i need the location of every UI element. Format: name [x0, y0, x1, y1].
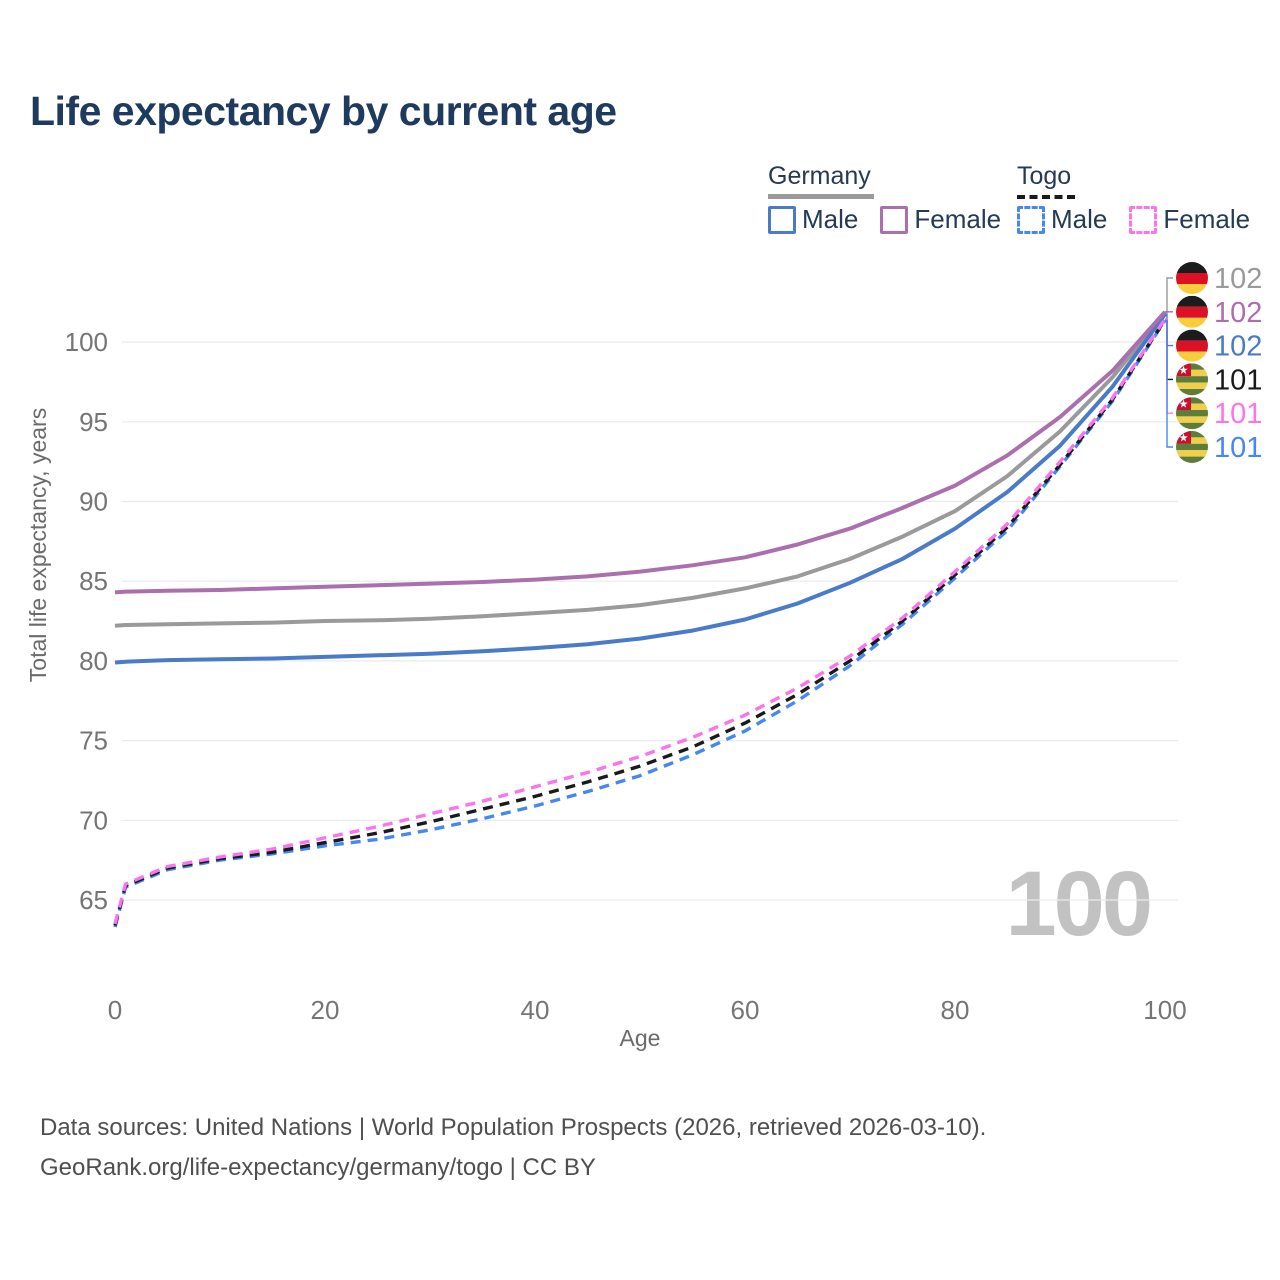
legend-label-togo-male: Male — [1051, 204, 1108, 234]
legend-togo-label[interactable]: Togo — [1017, 162, 1072, 190]
y-tick-label-85: 85 — [79, 566, 108, 596]
legend-box-germany-female — [880, 205, 909, 234]
legend-items-germany: Male Female — [768, 204, 1023, 235]
legend-group-togo[interactable]: Togo — [1017, 162, 1075, 199]
togo-flag-icon — [1176, 431, 1208, 463]
series-line-germany-all[interactable] — [114, 311, 1167, 628]
legend-box-germany-male — [768, 205, 796, 234]
legend-label-germany-female: Female — [914, 204, 1002, 234]
current-age-watermark: 100 — [1005, 853, 1153, 955]
germany-flag-icon — [1176, 262, 1208, 294]
end-value-togo-female: 101 — [1214, 398, 1262, 430]
x-tick-label-40: 40 — [521, 995, 550, 1025]
legend-item-togo-male[interactable]: Male — [1017, 204, 1107, 235]
y-tick-label-70: 70 — [79, 805, 108, 835]
y-tick-label-100: 100 — [65, 327, 108, 357]
x-tick-label-100: 100 — [1143, 995, 1186, 1025]
series-line-germany-female[interactable] — [114, 310, 1167, 595]
togo-flag-icon — [1176, 397, 1208, 429]
data-sources-line2: GeoRank.org/life-expectancy/germany/togo… — [40, 1154, 596, 1181]
germany-flag-icon — [1176, 330, 1208, 362]
y-tick-label-75: 75 — [79, 726, 108, 756]
legend-label-togo-female: Female — [1163, 204, 1251, 234]
end-connector-germany-all — [1165, 277, 1173, 314]
legend-item-togo-female[interactable]: Female — [1129, 204, 1250, 235]
page-title: Life expectancy by current age — [30, 88, 617, 134]
end-value-germany-male: 102 — [1214, 331, 1262, 363]
legend-label-germany-male: Male — [802, 204, 859, 234]
x-tick-label-80: 80 — [941, 995, 970, 1025]
legend-germany-label[interactable]: Germany — [768, 162, 871, 190]
x-tick-label-0: 0 — [108, 995, 122, 1025]
legend-togo-underline — [1017, 195, 1075, 199]
series-line-togo-all[interactable] — [113, 318, 1167, 926]
end-value-togo-male: 101 — [1214, 432, 1262, 464]
end-value-germany-female: 102 — [1214, 297, 1262, 329]
series-line-togo-female[interactable] — [113, 318, 1167, 925]
x-axis-title: Age — [620, 1025, 661, 1051]
end-connector-togo-female — [1165, 318, 1173, 414]
x-tick-label-60: 60 — [731, 995, 760, 1025]
y-axis-title: Total life expectancy, years — [25, 408, 51, 682]
series-lines — [113, 310, 1167, 928]
end-value-germany-all: 102 — [1214, 263, 1262, 295]
legend-box-togo-female — [1129, 205, 1158, 234]
end-connector-togo-male — [1165, 319, 1173, 448]
x-tick-label-20: 20 — [311, 995, 340, 1025]
end-value-togo-all: 101 — [1214, 364, 1262, 396]
end-connector-togo-all — [1165, 319, 1173, 381]
legend-box-togo-male — [1017, 205, 1045, 234]
data-sources: Data sources: United Nations | World Pop… — [40, 1108, 986, 1188]
germany-flag-icon — [1176, 296, 1208, 328]
series-line-germany-male[interactable] — [114, 313, 1167, 665]
data-sources-line1: Data sources: United Nations | World Pop… — [40, 1114, 987, 1141]
y-tick-label-95: 95 — [79, 407, 108, 437]
legend-group-germany[interactable]: Germany — [768, 162, 874, 199]
gridlines: 65 70 75 80 85 90 95 100 0 20 40 60 80 100 — [65, 327, 1187, 1025]
legend-items-togo: Male Female — [1017, 204, 1272, 235]
y-tick-label-80: 80 — [79, 646, 108, 676]
legend-germany-underline — [768, 194, 874, 199]
legend-item-germany-male[interactable]: Male — [768, 204, 858, 235]
y-tick-label-65: 65 — [79, 885, 108, 915]
togo-flag-icon — [1176, 363, 1208, 395]
legend-item-germany-female[interactable]: Female — [880, 204, 1001, 235]
y-tick-label-90: 90 — [79, 487, 108, 517]
